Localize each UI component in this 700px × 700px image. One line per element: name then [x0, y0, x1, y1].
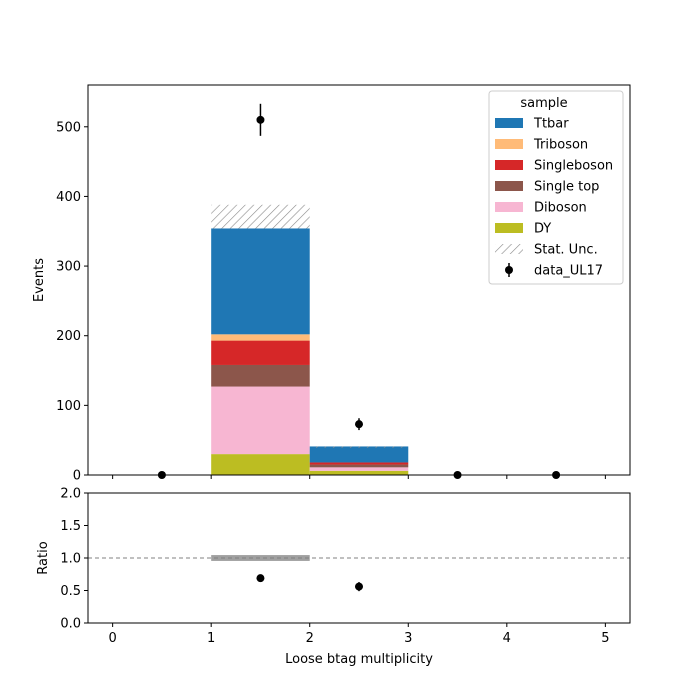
ratio-ytick-label-2: 1.0: [60, 552, 81, 567]
ratio-ytick-label-0: 0.0: [60, 617, 81, 632]
bar-dy-bin-1: [211, 454, 310, 475]
ratio-unc-band: [211, 555, 310, 561]
legend-swatch-triboson: [495, 139, 523, 149]
ratio-point-0: [256, 574, 265, 583]
legend-label-0: Ttbar: [533, 117, 569, 132]
main-ytick-label-4: 400: [56, 190, 81, 205]
bar-diboson-bin-1: [211, 386, 310, 455]
ratio-ytick-label-3: 1.5: [60, 519, 81, 534]
ratio-ytick-label-4: 2.0: [60, 487, 81, 502]
legend-swatch-data-marker: [505, 266, 513, 274]
main-ytick-label-5: 500: [56, 120, 81, 135]
stat-unc-band-bin-2: [309, 446, 409, 448]
main-ylabel: Events: [32, 258, 47, 302]
legend-label-6: Stat. Unc.: [534, 243, 598, 258]
data-point-2: [355, 420, 363, 429]
bar-dy-bin-2: [309, 470, 409, 475]
ratio-xtick-label-1: 1: [207, 631, 215, 646]
legend-label-1: Triboson: [533, 138, 588, 153]
legend-swatch-ttbar: [495, 118, 523, 128]
ratio-ylabel: Ratio: [36, 541, 51, 574]
bar-diboson-bin-2: [309, 467, 409, 471]
ratio-xtick-label-0: 0: [108, 631, 116, 646]
x-axis-label: Loose btag multiplicity: [285, 652, 433, 667]
main-ytick-label-1: 100: [56, 399, 81, 414]
bar-ttbar-bin-1: [211, 228, 310, 335]
ratio-plot: 0.0 0.5 1.0 1.5 2.0 0 1 2 3 4 5 Ratio Loose btag mul…: [36, 487, 631, 667]
ratio-ytick-label-1: 0.5: [60, 584, 81, 599]
ratio-xtick-label-2: 2: [306, 631, 314, 646]
bar-single-top-bin-2: [309, 464, 409, 468]
bar-triboson-bin-1: [211, 334, 310, 341]
main-axes-frame: [87, 84, 631, 476]
ratio-xtick-label-5: 5: [601, 631, 609, 646]
main-ytick-label-2: 200: [56, 329, 81, 344]
main-plot: 0 100 200 300 400 500 Events sample Ttbar Triboso…: [32, 84, 631, 484]
legend-title: sample: [520, 96, 567, 111]
main-ytick-label-3: 300: [56, 260, 81, 275]
bar-singleboson-bin-2: [309, 462, 409, 465]
legend-label-7: data_UL17: [534, 264, 603, 279]
legend-label-3: Single top: [534, 180, 599, 195]
legend-swatch-singleboson: [495, 160, 523, 170]
legend-swatch-dy: [495, 223, 523, 233]
ratio-point-1: [355, 582, 363, 591]
ratio-xtick-label-3: 3: [404, 631, 412, 646]
legend-swatch-stat-unc: [495, 244, 523, 254]
legend-swatch-single-top: [495, 181, 523, 191]
main-ytick-label-0: 0: [73, 469, 81, 484]
bar-single-top-bin-1: [211, 364, 310, 387]
legend-label-2: Singleboson: [534, 159, 613, 174]
legend-swatch-diboson: [495, 202, 523, 212]
legend-label-5: DY: [534, 222, 551, 237]
bar-singleboson-bin-1: [211, 340, 310, 365]
bar-ttbar-bin-2: [309, 446, 409, 463]
ratio-xtick-label-4: 4: [503, 631, 511, 646]
data-point-1: [256, 115, 265, 124]
legend-label-4: Diboson: [534, 201, 587, 216]
stat-unc-band-bin-1: [211, 204, 310, 229]
